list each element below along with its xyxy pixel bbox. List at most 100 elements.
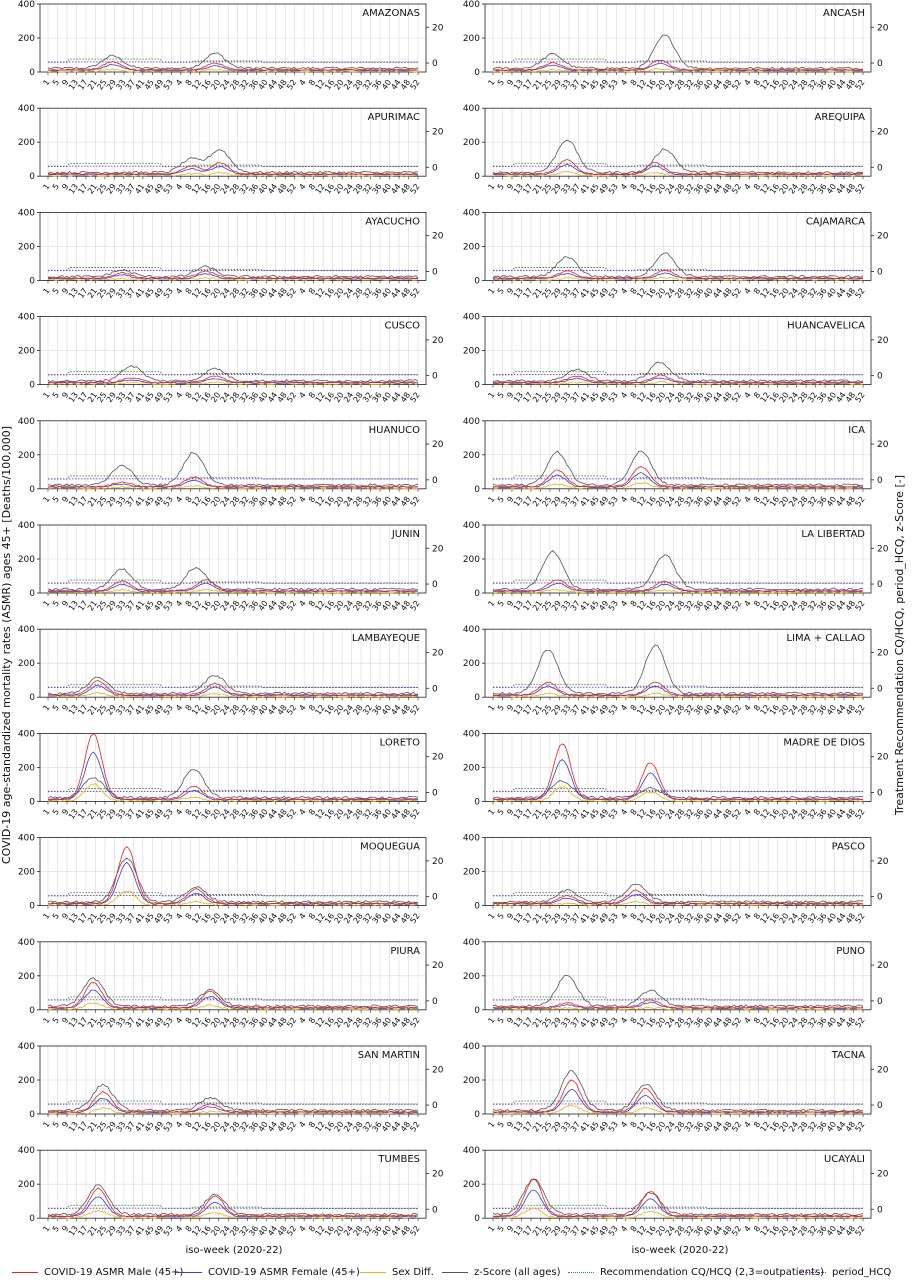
x-tick-label: 52 [853, 1224, 866, 1238]
x-tick-label: 52 [408, 1016, 421, 1030]
y-tick-label-right: 20 [877, 648, 889, 658]
x-tick-label: 8 [629, 599, 639, 608]
legend-item: z-Score (all ages) [442, 1266, 561, 1278]
series-recommendation [493, 892, 863, 897]
x-tick-label: 5 [51, 1120, 61, 1129]
x-tick-label: 53 [607, 703, 620, 717]
x-tick-label: 52 [408, 78, 421, 92]
panel-title: CUSCO [384, 321, 420, 332]
x-tick-label: 8 [752, 599, 762, 608]
x-tick-label: 5 [496, 78, 506, 87]
x-tick-label: 4 [297, 703, 307, 712]
series-male [47, 733, 419, 801]
x-tick-label: 53 [607, 1120, 620, 1134]
y-tick-label-right: 20 [877, 127, 889, 137]
x-tick-label: 1 [41, 703, 51, 712]
legend-label: COVID-19 ASMR Female (45+) [208, 1266, 360, 1278]
series-zscore [492, 34, 864, 70]
y-tick-label-left: 400 [18, 208, 35, 218]
x-tick-label: 8 [629, 912, 639, 921]
x-tick-label: 1 [486, 1224, 496, 1233]
y-tick-label-right: 20 [432, 336, 444, 346]
x-tick-label: 53 [162, 78, 175, 92]
y-tick-label-right: 0 [432, 893, 438, 903]
x-tick-label: 9 [505, 182, 515, 191]
y-tick-label-left: 200 [463, 1076, 480, 1086]
y-tick-label-left: 200 [463, 868, 480, 878]
legend: COVID-19 ASMR Male (45+) COVID-19 ASMR Fe… [0, 1264, 913, 1280]
x-tick-label: 4 [619, 1224, 629, 1233]
series-male [47, 982, 419, 1009]
x-tick-label: 8 [184, 1016, 194, 1025]
x-tick-label: 52 [285, 391, 298, 405]
y-tick-label-left: 0 [474, 589, 480, 599]
x-tick-label: 52 [730, 1120, 743, 1134]
series-female [492, 472, 864, 489]
x-tick-label: 52 [408, 807, 421, 821]
y-tick-label-right: 0 [877, 893, 883, 903]
series-zscore [47, 265, 419, 279]
x-tick-label: 9 [60, 1016, 70, 1025]
panel-title: LORETO [380, 737, 420, 748]
x-tick-label: 53 [607, 912, 620, 926]
x-tick-label: 52 [730, 912, 743, 926]
x-tick-label: 53 [607, 599, 620, 613]
series-male [48, 846, 419, 905]
x-tick-label: 52 [408, 912, 421, 926]
x-tick-label: 4 [174, 391, 184, 400]
x-tick-label: 52 [285, 182, 298, 196]
y-tick-label-left: 0 [474, 485, 480, 495]
y-tick-label-right: 20 [432, 544, 444, 554]
x-tick-label: 52 [730, 807, 743, 821]
series-zscore [47, 857, 419, 904]
x-tick-label: 8 [752, 807, 762, 816]
x-tick-label: 52 [408, 1224, 421, 1238]
y-tick-label-right: 0 [877, 59, 883, 69]
x-tick-label: 52 [408, 182, 421, 196]
x-tick-label: 8 [184, 807, 194, 816]
x-tick-label: 1 [486, 912, 496, 921]
x-axis-label-left: iso-week (2020-22) [186, 1245, 283, 1256]
x-tick-label: 5 [496, 1016, 506, 1025]
x-tick-label: 1 [486, 495, 496, 504]
y-tick-label-left: 400 [463, 0, 480, 10]
y-tick-label-left: 400 [18, 1042, 35, 1052]
x-tick-label: 5 [51, 599, 61, 608]
x-tick-label: 53 [607, 807, 620, 821]
x-tick-label: 9 [505, 703, 515, 712]
y-tick-label-left: 200 [18, 1076, 35, 1086]
panel-title: JUNIN [391, 529, 420, 540]
y-tick-label-left: 400 [463, 729, 480, 739]
x-tick-label: 1 [486, 1120, 496, 1129]
x-tick-label: 53 [162, 599, 175, 613]
y-tick-label-right: 0 [877, 372, 883, 382]
series-zscore [47, 1184, 419, 1217]
x-tick-label: 5 [496, 495, 506, 504]
x-tick-label: 8 [184, 182, 194, 191]
x-tick-label: 4 [619, 1120, 629, 1129]
y-tick-label-left: 400 [18, 938, 35, 948]
panel-title: HUANCAVELICA [787, 321, 865, 332]
series-male [492, 579, 864, 592]
legend-item: Sex Diff. [360, 1266, 434, 1278]
series-zscore [47, 977, 419, 1008]
y-tick-label-right: 0 [432, 163, 438, 173]
y-tick-label-left: 0 [474, 1110, 480, 1120]
y-axis-label-right: Treatment Recommendation CQ/HCQ, period_… [893, 475, 906, 816]
series-female [492, 163, 863, 176]
y-tick-label-right: 0 [877, 997, 883, 1007]
series-zscore [492, 1178, 864, 1217]
x-tick-label: 8 [629, 78, 639, 87]
series-male [47, 680, 419, 696]
x-tick-label: 8 [752, 703, 762, 712]
series-male [492, 681, 864, 696]
series-male [492, 743, 864, 801]
series-female [492, 582, 864, 593]
y-tick-label-right: 20 [877, 1065, 889, 1075]
y-tick-label-left: 400 [463, 1146, 480, 1156]
